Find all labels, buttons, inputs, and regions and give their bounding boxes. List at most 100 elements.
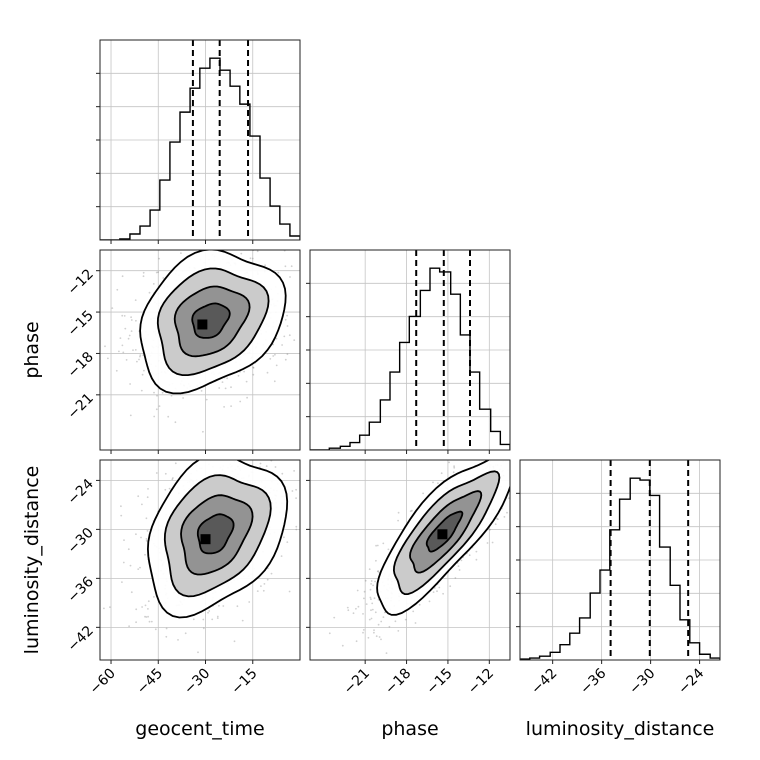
sample-point (432, 481, 434, 484)
sample-point (414, 622, 417, 624)
sample-point (145, 538, 148, 540)
sample-point (147, 600, 150, 603)
sample-point (305, 502, 307, 504)
density-peak-cell (200, 534, 211, 545)
sample-point (233, 640, 236, 643)
sample-point (388, 625, 391, 628)
x-axis-label-geocent-time: geocent_time (135, 718, 264, 740)
sample-point (129, 383, 132, 385)
sample-point (121, 581, 123, 583)
sample-point (418, 603, 421, 606)
sample-point (362, 629, 365, 631)
sample-point (170, 394, 173, 397)
sample-point (185, 224, 187, 226)
sample-point (155, 271, 158, 274)
sample-point (524, 474, 526, 476)
panel-frame (99, 459, 301, 661)
sample-point (437, 482, 439, 485)
sample-point (372, 584, 374, 587)
sample-point (239, 400, 242, 403)
sample-point (140, 389, 143, 392)
sample-point (288, 590, 291, 593)
sample-point (170, 235, 172, 237)
sample-point (270, 572, 273, 575)
sample-point (209, 235, 211, 237)
sample-point (453, 465, 455, 468)
sample-point (374, 580, 376, 583)
sample-point (118, 350, 120, 353)
sample-point (104, 345, 106, 348)
sample-point (341, 644, 344, 647)
sample-point (512, 417, 514, 419)
sample-point (326, 266, 328, 268)
sample-point (432, 591, 435, 593)
sample-point (222, 605, 225, 607)
sample-point (507, 454, 509, 456)
x-tick-label: −45 (134, 666, 166, 698)
sample-point (202, 456, 204, 458)
sample-point (320, 482, 322, 484)
contour-level-1 (392, 470, 501, 595)
sample-point (281, 344, 283, 346)
sample-point (256, 250, 259, 253)
sample-point (263, 583, 266, 585)
sample-point (153, 596, 155, 598)
sample-point (201, 242, 203, 244)
sample-point (134, 349, 137, 351)
sample-point (449, 585, 452, 588)
sample-point (230, 386, 232, 389)
sample-point (269, 358, 272, 360)
sample-point (142, 271, 145, 274)
axis-label-layer: geocent_time phase luminosity_distance p… (21, 321, 714, 740)
sample-point (141, 503, 143, 506)
sample-point (231, 453, 233, 455)
sample-point (275, 337, 278, 340)
sample-point (138, 358, 140, 361)
sample-point (380, 638, 382, 641)
sample-point (123, 539, 125, 541)
sample-point (323, 443, 325, 445)
sample-point (177, 639, 179, 641)
y-tick-label: −24 (65, 476, 97, 508)
sample-point (260, 223, 262, 225)
y-axis-label-luminosity-distance: luminosity_distance (21, 466, 43, 655)
sample-point (454, 577, 457, 579)
sample-point (295, 497, 297, 499)
contour-level-1 (156, 267, 270, 376)
sample-point (288, 334, 291, 337)
sample-point (375, 559, 377, 562)
sample-point (252, 366, 255, 369)
x-tick-label: −30 (626, 666, 658, 698)
sample-point (116, 288, 119, 291)
x-tick-label: −18 (382, 666, 414, 698)
sample-point (200, 390, 203, 392)
contour-level-1 (163, 474, 272, 598)
sample-point (132, 349, 134, 351)
sample-point (517, 471, 519, 473)
sample-point (483, 456, 485, 458)
sample-point (511, 476, 513, 478)
x-tick-label: −36 (577, 665, 609, 697)
sample-point (119, 337, 122, 339)
sample-point (479, 455, 481, 457)
sample-point (158, 405, 161, 407)
sample-point (303, 267, 305, 269)
sample-point (486, 542, 489, 544)
sample-point (367, 636, 370, 639)
sample-point (274, 353, 276, 356)
sample-point (457, 565, 460, 567)
sample-point (230, 454, 232, 456)
sample-point (375, 544, 377, 547)
sample-point (277, 271, 280, 274)
sample-point (370, 598, 372, 601)
sample-point (440, 472, 443, 475)
sample-point (262, 589, 265, 592)
sample-point (130, 316, 133, 319)
sample-point (286, 314, 288, 317)
histogram-geocent-time (100, 57, 300, 240)
sample-point (373, 631, 375, 634)
sample-point (142, 275, 145, 278)
contour-level-0 (146, 460, 289, 619)
sample-point (458, 569, 461, 571)
x-tick-label: −15 (424, 666, 456, 698)
